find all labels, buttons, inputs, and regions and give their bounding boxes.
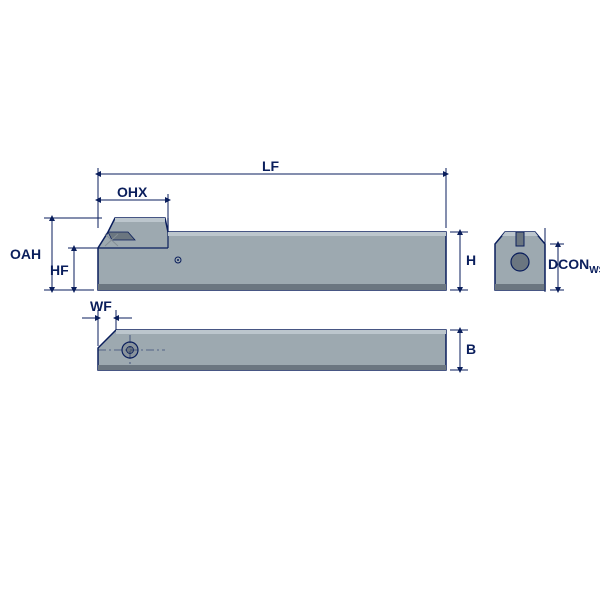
label-lf: LF	[262, 158, 279, 174]
label-ohx: OHX	[117, 184, 147, 200]
label-ws-text: WS	[589, 265, 600, 276]
label-wf: WF	[90, 298, 112, 314]
label-dcon: DCONWS	[548, 256, 600, 276]
end-view	[495, 232, 545, 290]
label-hf: HF	[50, 262, 69, 278]
label-h: H	[466, 252, 476, 268]
side-view	[98, 218, 446, 290]
label-oah: OAH	[10, 246, 41, 262]
label-b: B	[466, 341, 476, 357]
label-dcon-text: DCON	[548, 256, 589, 272]
top-view	[98, 330, 446, 370]
